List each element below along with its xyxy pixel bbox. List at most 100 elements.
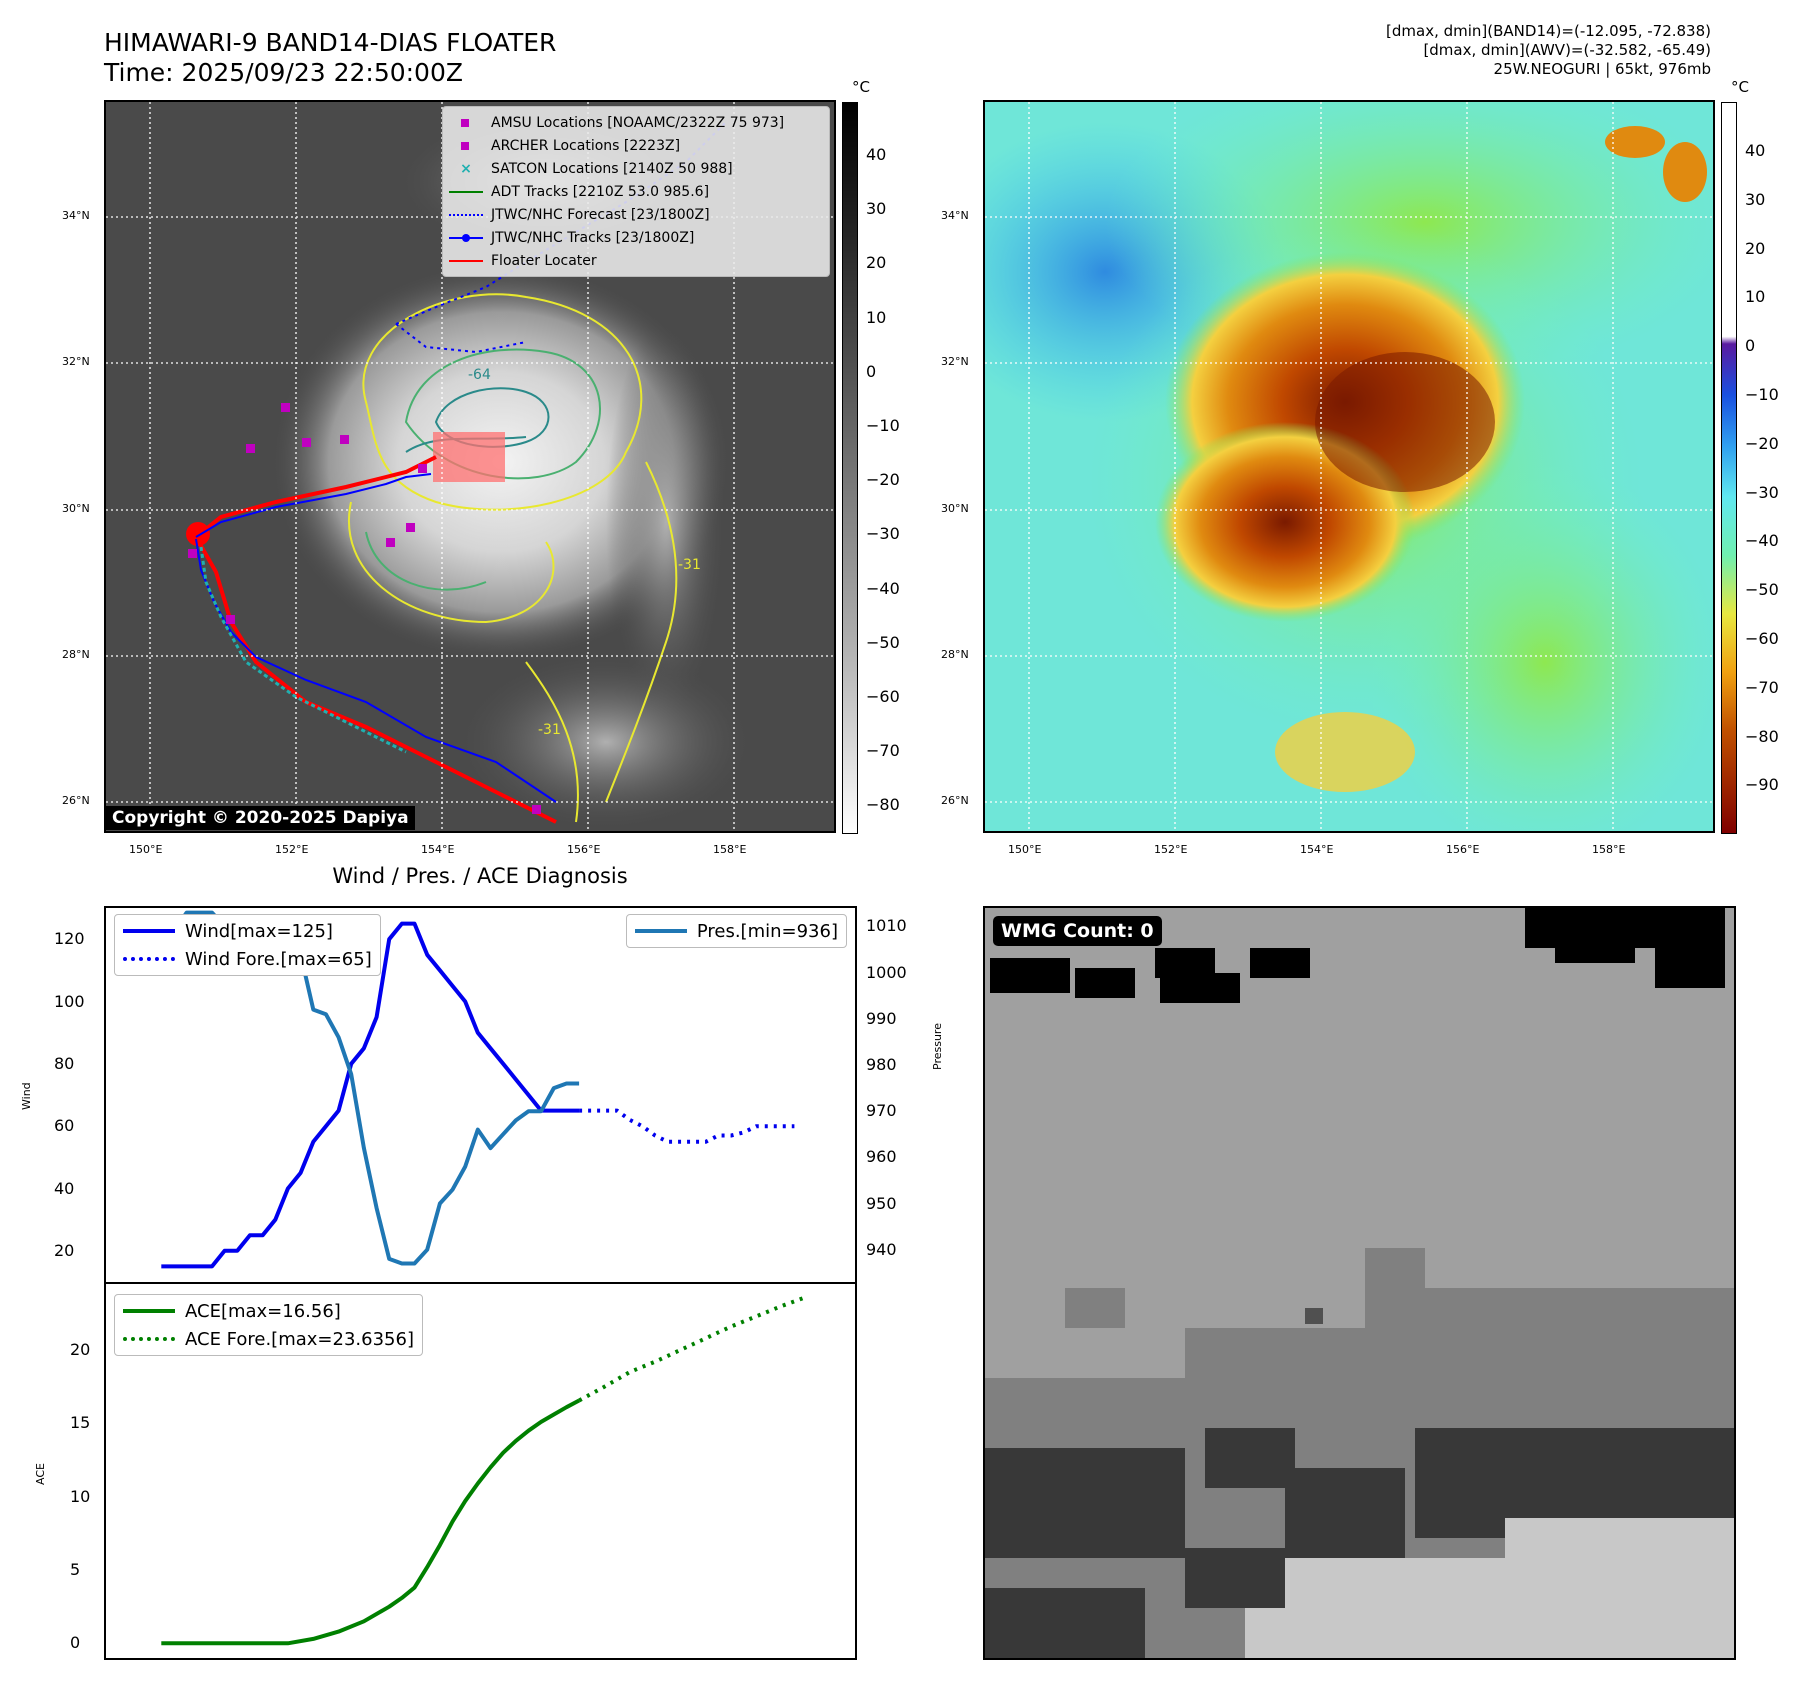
ace-y-tick: 15 — [70, 1413, 91, 1433]
left-colorbar-tick: −40 — [866, 578, 900, 598]
right-colorbar-tick: −70 — [1745, 677, 1779, 697]
lat-tick: 26°N — [941, 794, 969, 807]
lon-tick: 152°E — [1154, 843, 1188, 856]
wmg-count-badge: WMG Count: 0 — [993, 916, 1162, 946]
pressure-axis-label: Pressure — [931, 1023, 944, 1070]
pressure-legend: Pres.[min=936] — [625, 914, 847, 948]
contour-label: -64 — [468, 367, 491, 383]
lat-tick: 28°N — [62, 648, 90, 661]
lat-tick: 28°N — [941, 648, 969, 661]
pressure-y-tick: 960 — [866, 1147, 897, 1167]
copyright-label: Copyright © 2020-2025 Dapiya — [106, 806, 415, 830]
pressure-y-tick: 950 — [866, 1193, 897, 1213]
series-line — [579, 1108, 795, 1144]
legend-label: AMSU Locations [NOAAMC/2322Z 75 973] — [491, 114, 785, 131]
wind-y-tick: 100 — [54, 991, 85, 1011]
info-line-2: [dmax, dmin](AWV)=(-32.582, -65.49) — [1423, 41, 1711, 59]
legend-label: ADT Tracks [2210Z 53.0 985.6] — [491, 183, 710, 200]
legend-label: ARCHER Locations [2223Z] — [491, 137, 681, 154]
wind-y-tick: 120 — [54, 929, 85, 949]
left-colorbar-tick: −20 — [866, 470, 900, 490]
steelblue-line-icon — [634, 924, 687, 938]
left-colorbar-unit: °C — [852, 78, 870, 96]
lon-tick: 150°E — [1008, 843, 1042, 856]
title-line-1: HIMAWARI-9 BAND14-DIAS FLOATER — [104, 28, 557, 57]
lat-tick: 30°N — [62, 502, 90, 515]
right-colorbar-unit: °C — [1731, 78, 1749, 96]
legend-item: Wind Fore.[max=65] — [123, 945, 372, 973]
wind-y-tick: 60 — [54, 1116, 75, 1136]
ace-legend: ACE[max=16.56] ACE Fore.[max=23.6356] — [114, 1294, 423, 1356]
legend-item: ACE[max=16.56] — [123, 1297, 414, 1325]
map-legend: AMSU Locations [NOAAMC/2322Z 75 973] ARC… — [442, 106, 830, 277]
lon-tick: 154°E — [1300, 843, 1334, 856]
red-line-icon — [449, 254, 483, 268]
wind-axis-label: Wind — [20, 1082, 33, 1110]
contour-label: -31 — [538, 722, 561, 738]
ace-svg — [161, 1294, 808, 1646]
lon-tick: 152°E — [275, 843, 309, 856]
left-colorbar-tick: −10 — [866, 416, 900, 435]
series-line — [578, 1294, 808, 1403]
info-line-1: [dmax, dmin](BAND14)=(-12.095, -72.838) — [1386, 22, 1711, 40]
legend-item: ARCHER Locations [2223Z] — [449, 134, 823, 157]
left-colorbar-tick: 10 — [866, 307, 887, 327]
green-solid-line-icon — [123, 1304, 175, 1318]
lon-tick: 154°E — [421, 843, 455, 856]
legend-item: Floater Locater — [449, 249, 823, 272]
series-line — [161, 1398, 581, 1646]
right-colorbar-tick: 20 — [1745, 238, 1766, 258]
left-colorbar-tick: −70 — [866, 741, 900, 761]
pressure-y-tick: 990 — [866, 1008, 897, 1028]
lon-tick: 150°E — [129, 843, 163, 856]
right-colorbar-tick: 30 — [1745, 189, 1766, 209]
wmg-image — [985, 908, 1734, 1658]
blue-solid-line-icon — [123, 924, 175, 938]
right-colorbar-tick: 10 — [1745, 287, 1766, 307]
pressure-y-tick: 970 — [866, 1101, 897, 1121]
right-colorbar-tick: −80 — [1745, 726, 1779, 746]
magenta-square-marker-icon — [449, 116, 483, 130]
right-colorbar-tick: 40 — [1745, 141, 1766, 160]
info-line-3: 25W.NEOGURI | 65kt, 976mb — [1493, 60, 1711, 78]
right-colorbar-tick: −50 — [1745, 580, 1779, 600]
awv-map-panel — [983, 100, 1715, 833]
left-colorbar-tick: 0 — [866, 361, 877, 381]
legend-label: Wind Fore.[max=65] — [185, 948, 372, 970]
legend-label: Wind[max=125] — [185, 920, 333, 942]
left-colorbar-tick: −80 — [866, 795, 900, 815]
lat-tick: 34°N — [941, 209, 969, 222]
lat-tick: 34°N — [62, 209, 90, 222]
legend-label: Pres.[min=936] — [696, 920, 838, 942]
figure-title: HIMAWARI-9 BAND14-DIAS FLOATER Time: 202… — [104, 28, 556, 88]
left-colorbar-tick: −50 — [866, 632, 900, 652]
ace-y-tick: 0 — [70, 1633, 81, 1653]
right-colorbar-tick: −30 — [1745, 482, 1779, 502]
cyan-x-marker-icon: × — [460, 160, 472, 177]
legend-label: ACE[max=16.56] — [185, 1300, 341, 1322]
lon-tick: 156°E — [567, 843, 601, 856]
legend-item: ACE Fore.[max=23.6356] — [123, 1325, 414, 1353]
right-colorbar-tick: −90 — [1745, 775, 1779, 795]
lat-tick: 26°N — [62, 794, 90, 807]
left-colorbar-tick: −60 — [866, 687, 900, 706]
ir-map-panel: -64 -31 -31 Copyright © 2020-2025 Dapiya… — [104, 100, 836, 833]
wind-pressure-plot: Wind[max=125] Wind Fore.[max=65] Pres.[m… — [104, 906, 857, 1284]
ace-axis-label: ACE — [34, 1463, 47, 1485]
legend-label: SATCON Locations [2140Z 50 988] — [491, 160, 733, 177]
blue-dotted-line-icon — [449, 208, 483, 222]
right-colorbar — [1721, 102, 1737, 834]
right-colorbar-tick: 0 — [1745, 336, 1756, 356]
lat-tick: 30°N — [941, 502, 969, 515]
pressure-y-tick: 1010 — [866, 916, 907, 936]
storm-info: [dmax, dmin](BAND14)=(-12.095, -72.838) … — [1386, 22, 1711, 79]
legend-item: Pres.[min=936] — [634, 917, 838, 945]
left-colorbar-tick: −30 — [866, 524, 900, 544]
legend-label: ACE Fore.[max=23.6356] — [185, 1328, 414, 1350]
wmg-panel: WMG Count: 0 — [983, 906, 1736, 1660]
legend-label: Floater Locater — [491, 252, 597, 269]
blue-dotted-line-icon — [123, 952, 175, 966]
contour-label: -31 — [678, 557, 701, 573]
legend-item: Wind[max=125] — [123, 917, 372, 945]
legend-item: × SATCON Locations [2140Z 50 988] — [449, 157, 823, 180]
